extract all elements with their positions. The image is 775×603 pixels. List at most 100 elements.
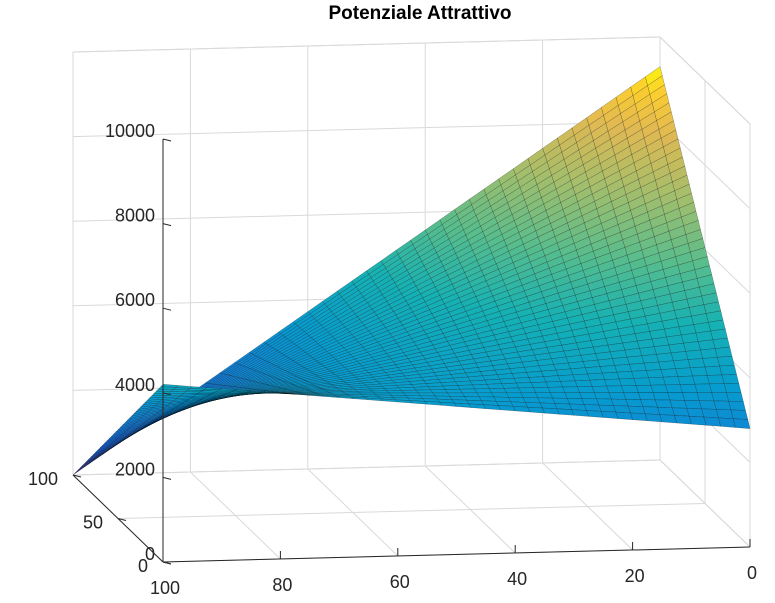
surface-patch (642, 406, 660, 415)
surface-patch (579, 392, 597, 399)
surface-patch (398, 387, 417, 391)
surface-patch (667, 392, 685, 401)
surface-patch (702, 357, 720, 368)
y-tick (72, 474, 82, 478)
surface-patch (599, 365, 618, 374)
surface-patch (613, 405, 631, 414)
surface-patch (415, 389, 434, 394)
surface-patch (489, 388, 507, 393)
surface-patch (701, 408, 719, 419)
surface-patch (552, 397, 570, 405)
surface-patch (598, 404, 616, 413)
surface-patch (195, 393, 213, 395)
z-tick (162, 138, 172, 142)
surface-patch (442, 385, 461, 390)
surface-patch (673, 359, 691, 369)
x-tick-label: 60 (390, 572, 410, 592)
surface-patch (665, 384, 683, 393)
surface-patch (709, 383, 727, 393)
surface-patch (505, 392, 524, 398)
surface-patch (656, 352, 674, 363)
surface-patch (461, 392, 480, 397)
surface-patch (608, 392, 627, 400)
z-tick-label: 2000 (115, 459, 155, 479)
surface-patch (562, 386, 580, 393)
z-tick (162, 561, 172, 565)
surface-patch (616, 371, 635, 380)
surface-patch (662, 376, 681, 386)
surface-patch (698, 400, 717, 410)
surface-patch (644, 413, 663, 423)
surface-patch (652, 392, 671, 401)
surface-patch (356, 390, 375, 394)
surface-patch (455, 380, 473, 386)
surface-patch (341, 391, 360, 394)
z-tick (162, 392, 172, 396)
surface-patch (711, 392, 729, 402)
surface-patch (704, 365, 723, 376)
surface-patch (530, 381, 549, 388)
surface-patch (160, 384, 179, 388)
surface-patch (557, 374, 576, 382)
surface-patch (675, 367, 693, 377)
surface-patch (582, 359, 601, 368)
surface-patch (654, 399, 673, 408)
surface-patch (696, 392, 715, 402)
surface-patch (589, 379, 607, 387)
surface-patch (713, 400, 732, 411)
surface-patch (594, 392, 612, 400)
surface-patch (610, 398, 629, 407)
surface-patch (501, 382, 519, 389)
surface-patch (635, 385, 654, 393)
surface-patch (640, 399, 658, 408)
surface-patch (623, 392, 641, 400)
surface-patch (612, 357, 630, 366)
surface-patch (560, 380, 578, 388)
surface-patch (719, 365, 737, 376)
surface-patch (715, 409, 734, 419)
surface-patch (650, 384, 668, 393)
surface-patch (631, 370, 649, 379)
surface-patch (483, 404, 501, 410)
surface-patch (685, 349, 703, 360)
surface-patch (615, 411, 633, 420)
surface-patch (457, 384, 475, 390)
surface-patch (453, 402, 472, 408)
surface-patch (723, 383, 742, 393)
surface-patch (604, 378, 622, 387)
surface-patch (633, 377, 651, 386)
z-tick-label: 4000 (115, 375, 155, 395)
x-tick-label: 100 (150, 578, 180, 598)
surface-patch (596, 398, 614, 406)
surface-patch (710, 328, 728, 340)
surface-patch (526, 371, 544, 378)
surface-patch (566, 398, 585, 405)
x-tick-label: 20 (625, 566, 645, 586)
surface-patch (614, 364, 632, 373)
surface-patch (728, 401, 746, 411)
surface-patch (585, 366, 603, 375)
surface-patch (668, 343, 686, 354)
z-tick-label: 10000 (105, 121, 155, 141)
surface-patch (432, 392, 451, 397)
surface-patch (413, 386, 431, 391)
surface-patch (472, 384, 490, 390)
surface-patch (718, 417, 736, 428)
surface-patch (327, 391, 346, 394)
surface-patch (726, 392, 744, 402)
surface-patch (586, 410, 604, 418)
surface-patch (572, 373, 591, 381)
surface-patch (570, 367, 588, 375)
surface-patch (527, 407, 545, 414)
surface-patch (671, 407, 690, 417)
z-tick (162, 223, 172, 227)
surface-patch (679, 384, 698, 393)
y-tick-label: 0 (138, 556, 148, 576)
surface-patch (518, 387, 536, 393)
surface-patch (468, 403, 487, 409)
surface-patch (688, 416, 707, 426)
surface-patch (638, 392, 656, 401)
surface-patch (498, 405, 516, 412)
grid-line-y (72, 459, 661, 476)
y-tick-label: 100 (28, 469, 58, 489)
